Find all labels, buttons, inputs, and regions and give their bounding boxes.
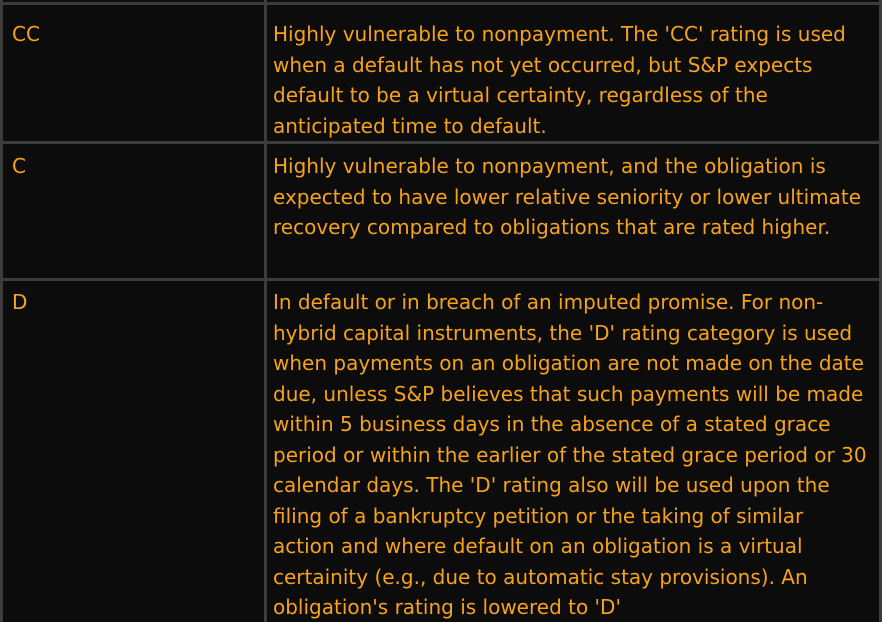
rating-description-cc: Highly vulnerable to nonpayment. The 'CC… [264, 2, 882, 144]
rating-code-cell [0, 0, 267, 5]
rating-code-c: C [0, 141, 267, 281]
table-row-d: D In default or in breach of an imputed … [0, 278, 882, 622]
rating-code-cc: CC [0, 2, 267, 144]
table-row-c: C Highly vulnerable to nonpayment, and t… [0, 141, 882, 281]
rating-description-c: Highly vulnerable to nonpayment, and the… [264, 141, 882, 281]
table-row-previous [0, 0, 882, 5]
rating-description-cell [264, 0, 882, 5]
rating-code-d: D [0, 278, 267, 622]
table-row-cc: CC Highly vulnerable to nonpayment. The … [0, 2, 882, 144]
rating-description-d: In default or in breach of an imputed pr… [264, 278, 882, 622]
